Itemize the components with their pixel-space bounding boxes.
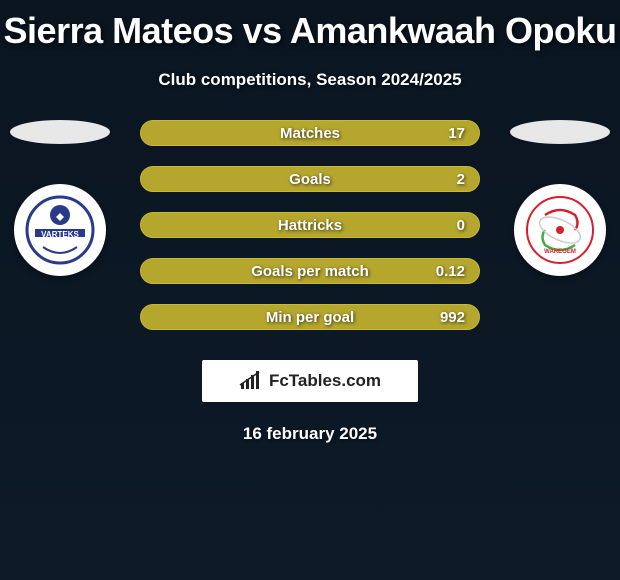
- stat-value-right: 2: [457, 171, 465, 188]
- stat-fill-left: [141, 259, 158, 283]
- stat-label: Matches: [280, 125, 340, 142]
- stat-label: Goals: [289, 171, 331, 188]
- stat-value-right: 17: [448, 125, 465, 142]
- stat-bar: Goals per match 0.12: [140, 258, 480, 284]
- content-area: VARTEKS Matches 17 Goals 2 Hattricks 0 Goals p…: [0, 120, 620, 330]
- club-crest-right-icon: WAREGEM: [525, 195, 595, 265]
- club-badge-right: WAREGEM: [514, 184, 606, 276]
- stat-value-right: 0: [457, 217, 465, 234]
- stat-value-right: 0.12: [436, 263, 465, 280]
- stat-fill-left: [141, 305, 158, 329]
- right-value-ellipse: [510, 120, 610, 144]
- svg-text:WAREGEM: WAREGEM: [544, 249, 576, 255]
- stat-label: Min per goal: [266, 309, 354, 326]
- stat-bar: Goals 2: [140, 166, 480, 192]
- watermark-text: FcTables.com: [269, 371, 381, 391]
- stats-column: Matches 17 Goals 2 Hattricks 0 Goals per match…: [140, 120, 480, 330]
- left-player-column: VARTEKS: [10, 120, 110, 276]
- watermark: FcTables.com: [202, 360, 418, 402]
- club-crest-left-icon: VARTEKS: [25, 195, 95, 265]
- chart-icon: [239, 371, 263, 391]
- left-value-ellipse: [10, 120, 110, 144]
- page-title: Sierra Mateos vs Amankwaah Opoku: [0, 0, 620, 52]
- stat-bar: Hattricks 0: [140, 212, 480, 238]
- stat-label: Goals per match: [251, 263, 369, 280]
- svg-text:VARTEKS: VARTEKS: [41, 230, 79, 239]
- stat-bar: Min per goal 992: [140, 304, 480, 330]
- stat-fill-left: [141, 121, 158, 145]
- date-line: 16 february 2025: [0, 424, 620, 444]
- stat-label: Hattricks: [278, 217, 342, 234]
- stat-fill-left: [141, 167, 158, 191]
- stat-value-right: 992: [440, 309, 465, 326]
- subtitle: Club competitions, Season 2024/2025: [0, 70, 620, 90]
- club-badge-left: VARTEKS: [14, 184, 106, 276]
- stat-bar: Matches 17: [140, 120, 480, 146]
- right-player-column: WAREGEM: [510, 120, 610, 276]
